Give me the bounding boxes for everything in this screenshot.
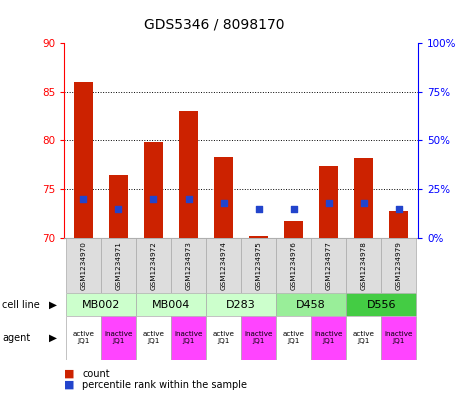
Bar [241, 238, 276, 293]
Bar [206, 316, 241, 360]
Point [360, 200, 368, 206]
Point [185, 196, 192, 202]
Bar [311, 238, 346, 293]
Text: active
JQ1: active JQ1 [353, 331, 375, 345]
Text: active
JQ1: active JQ1 [212, 331, 235, 345]
Bar [136, 316, 171, 360]
Text: GSM1234973: GSM1234973 [186, 241, 191, 290]
Text: active
JQ1: active JQ1 [142, 331, 164, 345]
Text: GSM1234972: GSM1234972 [151, 241, 156, 290]
Text: MB004: MB004 [152, 299, 190, 310]
Bar [101, 316, 136, 360]
Text: GSM1234977: GSM1234977 [326, 241, 332, 290]
Bar [66, 238, 101, 293]
Bar [389, 211, 408, 238]
Bar [206, 238, 241, 293]
Text: ■: ■ [64, 380, 75, 390]
Text: D283: D283 [226, 299, 256, 310]
Text: active
JQ1: active JQ1 [283, 331, 304, 345]
Bar [101, 238, 136, 293]
Bar [206, 293, 276, 316]
Text: D458: D458 [296, 299, 326, 310]
Text: ▶: ▶ [49, 300, 57, 310]
Bar [74, 82, 93, 238]
Text: GSM1234979: GSM1234979 [396, 241, 402, 290]
Text: inactive
JQ1: inactive JQ1 [384, 331, 413, 345]
Text: D556: D556 [366, 299, 396, 310]
Text: GDS5346 / 8098170: GDS5346 / 8098170 [143, 18, 284, 32]
Text: active
JQ1: active JQ1 [72, 331, 95, 345]
Text: GSM1234970: GSM1234970 [80, 241, 86, 290]
Bar [241, 316, 276, 360]
Bar [354, 158, 373, 238]
Bar [276, 238, 311, 293]
Text: GSM1234975: GSM1234975 [256, 241, 262, 290]
Text: GSM1234971: GSM1234971 [115, 241, 122, 290]
Bar [276, 293, 346, 316]
Text: MB002: MB002 [82, 299, 120, 310]
Point [220, 200, 228, 206]
Bar [66, 316, 101, 360]
Text: percentile rank within the sample: percentile rank within the sample [82, 380, 247, 390]
Bar [346, 316, 381, 360]
Bar [136, 238, 171, 293]
Text: GSM1234976: GSM1234976 [291, 241, 296, 290]
Text: count: count [82, 369, 110, 379]
Point [325, 200, 332, 206]
Bar [179, 111, 198, 238]
Text: inactive
JQ1: inactive JQ1 [104, 331, 133, 345]
Bar [66, 293, 136, 316]
Point [150, 196, 157, 202]
Text: inactive
JQ1: inactive JQ1 [174, 331, 203, 345]
Bar [381, 238, 416, 293]
Text: agent: agent [2, 333, 30, 343]
Text: GSM1234974: GSM1234974 [220, 241, 227, 290]
Bar [249, 236, 268, 238]
Point [290, 206, 297, 212]
Bar [109, 174, 128, 238]
Bar [381, 316, 416, 360]
Text: ■: ■ [64, 369, 75, 379]
Bar [171, 316, 206, 360]
Bar [319, 166, 338, 238]
Bar [311, 316, 346, 360]
Text: ▶: ▶ [49, 333, 57, 343]
Text: GSM1234978: GSM1234978 [361, 241, 367, 290]
Bar [276, 316, 311, 360]
Text: inactive
JQ1: inactive JQ1 [244, 331, 273, 345]
Bar [214, 157, 233, 238]
Bar [284, 221, 303, 238]
Point [114, 206, 122, 212]
Text: cell line: cell line [2, 300, 40, 310]
Bar [346, 238, 381, 293]
Bar [144, 142, 163, 238]
Point [80, 196, 87, 202]
Bar [346, 293, 416, 316]
Bar [136, 293, 206, 316]
Text: inactive
JQ1: inactive JQ1 [314, 331, 343, 345]
Bar [171, 238, 206, 293]
Point [395, 206, 402, 212]
Point [255, 206, 262, 212]
